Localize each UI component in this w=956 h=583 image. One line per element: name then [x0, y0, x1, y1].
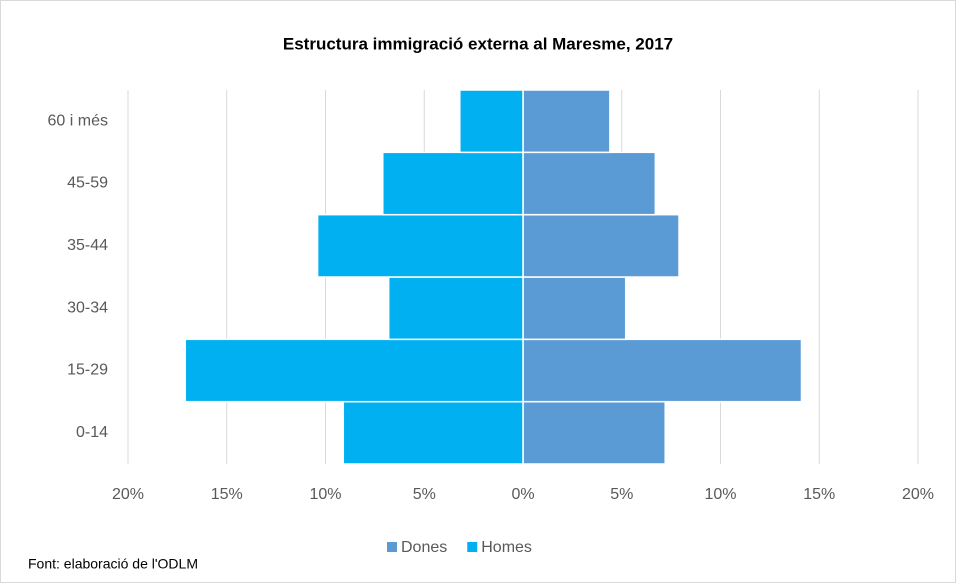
source-note: Font: elaboració de l'ODLM: [28, 556, 198, 572]
legend-label: Homes: [481, 539, 532, 556]
y-tick-label: 0-14: [76, 424, 108, 441]
x-tick-label: 5%: [413, 486, 436, 503]
bar: [522, 276, 627, 341]
y-tick-label: 45-59: [67, 175, 108, 192]
bar: [522, 89, 611, 154]
y-tick-label: 30-34: [67, 299, 108, 316]
bar: [316, 213, 524, 278]
bar: [522, 151, 657, 216]
x-tick-label: 10%: [309, 486, 341, 503]
legend-swatch: [467, 542, 478, 552]
y-tick-label: 15-29: [67, 362, 108, 379]
bar: [387, 276, 524, 341]
bar: [459, 89, 524, 154]
x-tick-label: 0%: [511, 486, 534, 503]
bar: [522, 338, 803, 403]
y-tick-label: 60 i més: [48, 112, 108, 129]
x-tick-label: 15%: [803, 486, 835, 503]
bar: [522, 213, 680, 278]
chart-title: Estructura immigració externa al Maresme…: [283, 34, 673, 53]
x-tick-label: 20%: [112, 486, 144, 503]
y-tick-label: 35-44: [67, 237, 108, 254]
bar: [382, 151, 524, 216]
x-tick-label: 20%: [902, 486, 934, 503]
x-tick-label: 10%: [704, 486, 736, 503]
legend-swatch: [387, 542, 397, 552]
bar: [342, 400, 524, 465]
legend-label: Dones: [401, 539, 447, 556]
x-tick-label: 5%: [610, 486, 633, 503]
bar: [184, 338, 524, 403]
bar: [522, 400, 666, 465]
x-tick-label: 15%: [211, 486, 243, 503]
